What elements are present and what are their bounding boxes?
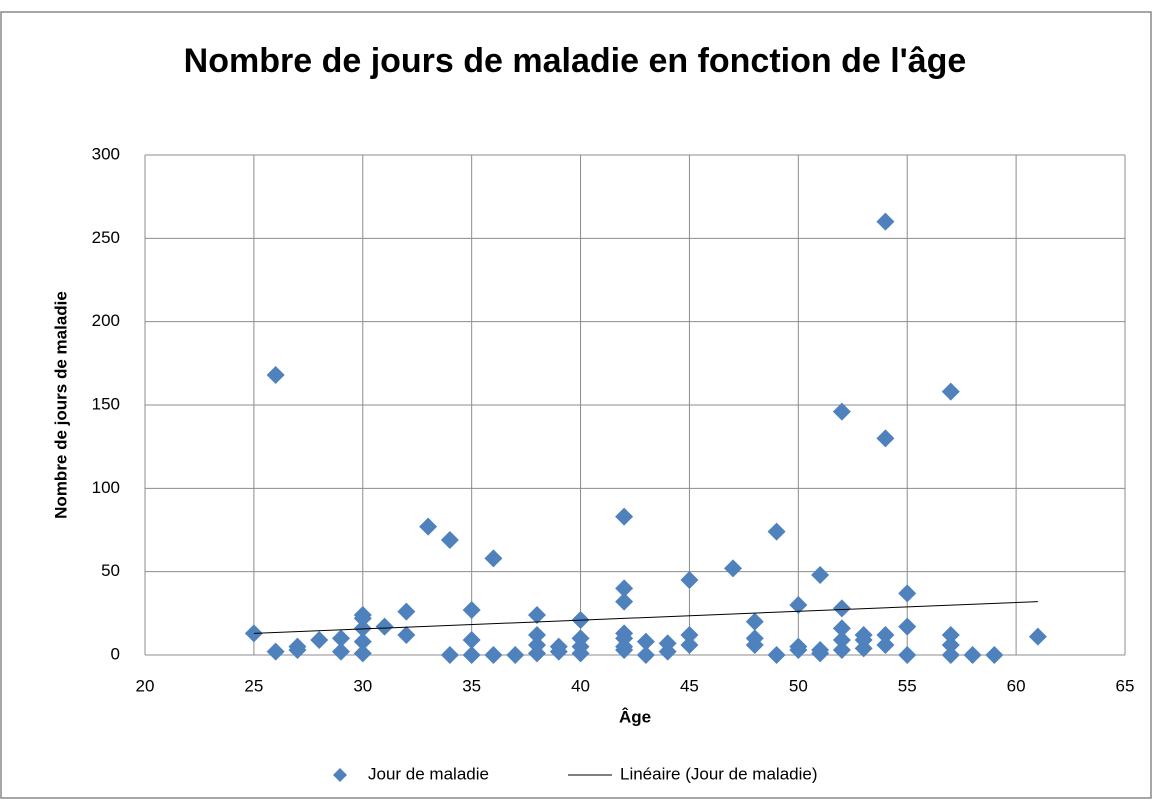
y-tick-label: 100 [92,478,120,497]
data-point [332,642,350,661]
data-point [440,646,459,664]
x-tick-label: 55 [898,676,917,695]
data-point [745,612,764,631]
data-point [941,646,960,664]
data-point [484,646,503,664]
data-point [353,644,372,663]
data-point [440,531,459,549]
data-point [528,606,546,624]
data-point [266,642,285,661]
x-tick-label: 50 [789,676,808,695]
data-point [789,641,808,659]
data-point [832,619,851,638]
y-tick-label: 300 [92,144,120,163]
data-point [419,517,438,536]
data-point [310,631,329,649]
legend-label: Jour de maladie [368,764,489,783]
data-point [397,626,416,644]
data-point [963,646,982,664]
data-point [898,646,917,664]
data-point [397,602,416,621]
data-point [811,566,830,584]
data-point [898,617,917,636]
x-tick-label: 25 [244,676,263,695]
data-point [876,429,895,448]
x-tick-label: 35 [462,676,481,695]
x-tick-label: 65 [1116,676,1135,695]
data-point [941,626,960,644]
data-point [876,626,895,644]
legend-marker [333,768,347,782]
x-tick-label: 60 [1007,676,1026,695]
data-point [724,559,742,578]
data-point [288,641,307,659]
data-point [528,644,546,663]
data-point [767,646,786,664]
data-point [876,212,895,231]
x-axis-label: Âge [619,707,651,726]
trendline [253,601,1038,634]
legend-label: Linéaire (Jour de maladie) [620,764,818,783]
data-point [811,644,830,663]
y-tick-label: 200 [92,311,120,330]
data-point [680,626,699,644]
data-point [941,382,960,401]
data-point [615,579,634,598]
data-point [832,631,851,649]
data-point [941,636,960,654]
data-point [375,617,394,636]
x-tick-label: 40 [571,676,590,695]
y-axis-label: Nombre de jours de maladie [51,291,70,519]
chart-title: Nombre de jours de maladie en fonction d… [183,42,967,80]
data-point [462,601,481,619]
data-point [506,646,525,664]
y-tick-label: 150 [92,394,120,413]
data-point [462,631,481,649]
y-tick-label: 0 [111,644,120,663]
data-point [789,596,808,614]
data-point [1028,627,1047,646]
data-point [615,507,634,526]
data-point [571,644,590,663]
data-point [832,599,851,618]
data-point [680,571,699,589]
x-tick-label: 20 [136,676,155,695]
data-point [353,632,372,651]
data-point [680,636,699,654]
data-point [832,402,851,421]
data-point [266,366,285,384]
data-point [462,646,481,664]
y-tick-label: 50 [101,561,120,580]
data-point [353,619,372,638]
data-point [636,632,655,651]
data-point [854,639,873,658]
data-point [832,641,851,659]
data-point [332,629,350,648]
data-point [745,636,764,654]
x-tick-label: 30 [353,676,372,695]
data-point [898,584,917,603]
data-point [615,641,634,659]
data-point [484,549,503,568]
data-point [549,642,568,661]
x-tick-label: 45 [680,676,699,695]
data-point [636,646,655,664]
data-point [658,642,677,661]
data-point [985,646,1004,664]
data-point [876,636,895,654]
y-tick-label: 250 [92,228,120,247]
data-point [615,592,634,611]
data-point [353,609,372,628]
data-point [528,626,546,644]
data-point [767,522,786,541]
